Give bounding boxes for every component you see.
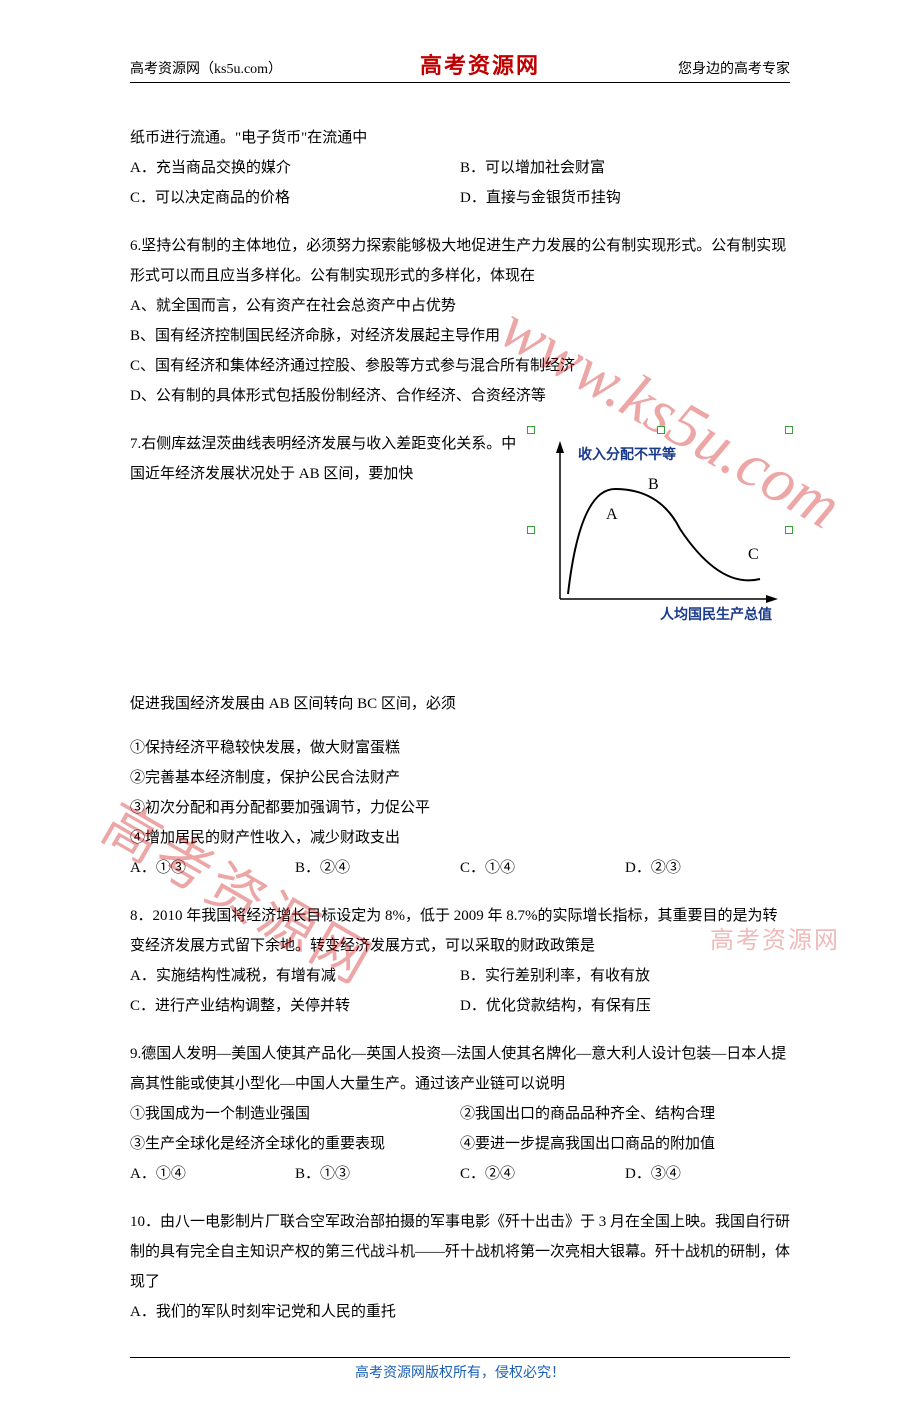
- q5-option-a: A．充当商品交换的媒介: [130, 153, 460, 183]
- q7-stem-2: 促进我国经济发展由 AB 区间转向 BC 区间，必须: [130, 689, 790, 719]
- question-8: 8．2010 年我国将经济增长目标设定为 8%，低于 2009 年 8.7%的实…: [130, 901, 790, 1021]
- document-page: www.ks5u.com 高考资源网 高考资源网 高考资源网（ks5u.com）…: [0, 0, 920, 1412]
- q5-option-b: B．可以增加社会财富: [460, 153, 790, 183]
- q6-option-a: A、就全国而言，公有资产在社会总资产中占优势: [130, 291, 790, 321]
- page-footer: 高考资源网版权所有，侵权必究！: [130, 1357, 790, 1382]
- q9-option-c: C．②④: [460, 1159, 625, 1189]
- q6-stem: 6.坚持公有制的主体地位，必须努力探索能够极大地促进生产力发展的公有制实现形式。…: [130, 231, 790, 291]
- q9-option-d: D．③④: [625, 1159, 790, 1189]
- header-right-text: 您身边的高考专家: [678, 58, 790, 78]
- q9-stmt-4: ④要进一步提高我国出口商品的附加值: [460, 1129, 790, 1159]
- q7-stmt-2: ②完善基本经济制度，保护公民合法财产: [130, 763, 790, 793]
- q8-option-c: C．进行产业结构调整，关停并转: [130, 991, 460, 1021]
- svg-text:A: A: [606, 506, 618, 523]
- question-6: 6.坚持公有制的主体地位，必须努力探索能够极大地促进生产力发展的公有制实现形式。…: [130, 231, 790, 411]
- q9-option-a: A．①④: [130, 1159, 295, 1189]
- q9-stmt-2: ②我国出口的商品品种齐全、结构合理: [460, 1099, 790, 1129]
- chart-y-label: 收入分配不平等: [578, 446, 676, 463]
- svg-text:C: C: [748, 546, 759, 563]
- q7-option-b: B．②④: [295, 853, 460, 883]
- q7-option-c: C．①④: [460, 853, 625, 883]
- kuznets-chart: A B C 收入分配不平等 人均国民生产总值: [530, 429, 790, 629]
- svg-text:B: B: [648, 476, 659, 493]
- page-header: 高考资源网（ks5u.com） 高考资源网 您身边的高考专家: [130, 48, 790, 83]
- question-10: 10．由八一电影制片厂联合空军政治部拍摄的军事电影《歼十出击》于 3 月在全国上…: [130, 1207, 790, 1327]
- q7-option-d: D．②③: [625, 853, 790, 883]
- header-brand: 高考资源网: [420, 48, 540, 80]
- question-9: 9.德国人发明—美国人使其产品化—英国人投资—法国人使其名牌化—意大利人设计包装…: [130, 1039, 790, 1189]
- q6-option-c: C、国有经济和集体经济通过控股、参股等方式参与混合所有制经济: [130, 351, 790, 381]
- q9-option-b: B．①③: [295, 1159, 460, 1189]
- q9-stmt-1: ①我国成为一个制造业强国: [130, 1099, 460, 1129]
- q6-option-d: D、公有制的具体形式包括股份制经济、合作经济、合资经济等: [130, 381, 790, 411]
- q5-option-c: C．可以决定商品的价格: [130, 183, 460, 213]
- q10-stem: 10．由八一电影制片厂联合空军政治部拍摄的军事电影《歼十出击》于 3 月在全国上…: [130, 1207, 790, 1297]
- q8-option-b: B．实行差别利率，有收有放: [460, 961, 790, 991]
- q7-stmt-3: ③初次分配和再分配都要加强调节，力促公平: [130, 793, 790, 823]
- q8-option-d: D．优化贷款结构，有保有压: [460, 991, 790, 1021]
- handle-icon: [527, 426, 535, 434]
- q5-stem: 纸币进行流通。"电子货币"在流通中: [130, 123, 790, 153]
- q7-stmt-4: ④增加居民的财产性收入，减少财政支出: [130, 823, 790, 853]
- q8-stem: 8．2010 年我国将经济增长目标设定为 8%，低于 2009 年 8.7%的实…: [130, 901, 790, 961]
- handle-icon: [527, 526, 535, 534]
- q5-option-d: D．直接与金银货币挂钩: [460, 183, 790, 213]
- q9-stmt-3: ③生产全球化是经济全球化的重要表现: [130, 1129, 460, 1159]
- handle-icon: [657, 426, 665, 434]
- q7-stem-1: 7.右侧库兹涅茨曲线表明经济发展与收入差距变化关系。中国近年经济发展状况处于 A…: [130, 429, 520, 489]
- content-body: 纸币进行流通。"电子货币"在流通中 A．充当商品交换的媒介 B．可以增加社会财富…: [130, 123, 790, 1327]
- q7-option-a: A．①③: [130, 853, 295, 883]
- header-left-text: 高考资源网（ks5u.com）: [130, 58, 282, 78]
- q8-option-a: A．实施结构性减税，有增有减: [130, 961, 460, 991]
- question-5: 纸币进行流通。"电子货币"在流通中 A．充当商品交换的媒介 B．可以增加社会财富…: [130, 123, 790, 213]
- question-7: 7.右侧库兹涅茨曲线表明经济发展与收入差距变化关系。中国近年经济发展状况处于 A…: [130, 429, 790, 883]
- q9-stem: 9.德国人发明—美国人使其产品化—英国人投资—法国人使其名牌化—意大利人设计包装…: [130, 1039, 790, 1099]
- chart-x-label: 人均国民生产总值: [660, 606, 772, 623]
- q6-option-b: B、国有经济控制国民经济命脉，对经济发展起主导作用: [130, 321, 790, 351]
- handle-icon: [785, 426, 793, 434]
- handle-icon: [785, 526, 793, 534]
- q7-stmt-1: ①保持经济平稳较快发展，做大财富蛋糕: [130, 733, 790, 763]
